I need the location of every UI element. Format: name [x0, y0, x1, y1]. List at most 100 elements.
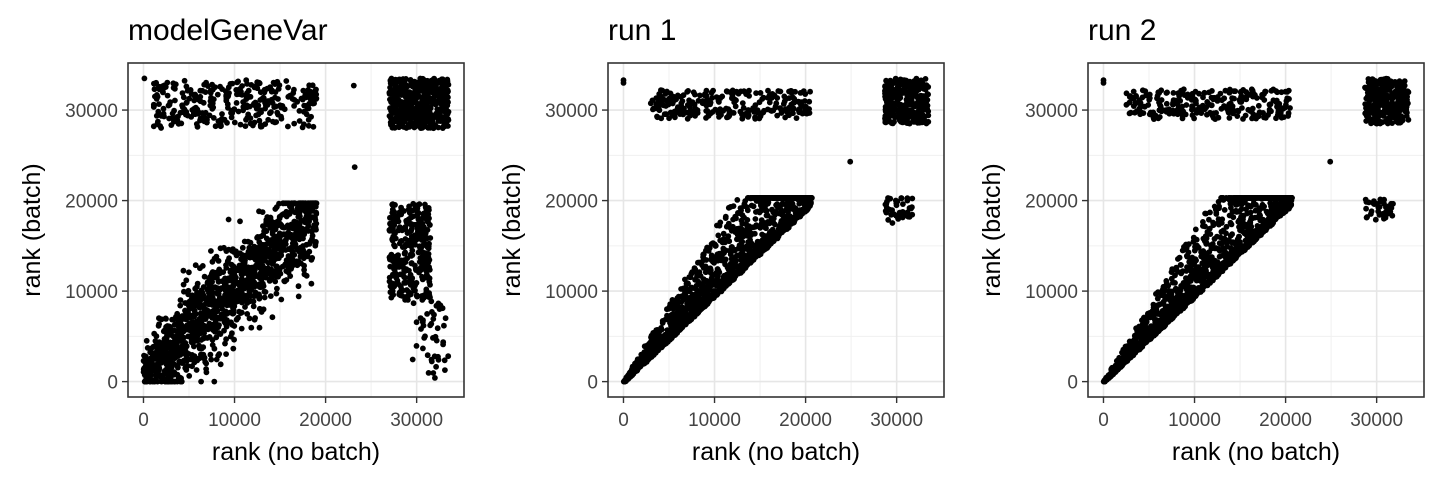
data-point [904, 120, 911, 126]
data-point [898, 103, 905, 109]
data-point [191, 353, 198, 360]
data-point [265, 116, 272, 123]
data-point [911, 103, 918, 110]
data-point [222, 280, 229, 287]
data-point [793, 115, 800, 121]
data-point [294, 208, 301, 215]
data-point [391, 242, 397, 248]
data-point [426, 222, 433, 228]
data-point [773, 100, 780, 107]
data-point [655, 104, 662, 111]
data-point [387, 283, 394, 290]
data-point [211, 378, 218, 385]
data-point [425, 370, 432, 376]
data-point [400, 115, 407, 121]
data-point [257, 123, 264, 130]
data-point [290, 90, 297, 96]
data-point [424, 244, 431, 251]
data-point [313, 220, 320, 227]
data-point [889, 109, 895, 116]
panel-border [127, 62, 465, 398]
data-point [847, 158, 854, 165]
data-point [156, 101, 162, 107]
data-point [265, 98, 272, 104]
data-point [802, 200, 809, 207]
data-point [291, 120, 298, 127]
data-point [164, 92, 171, 99]
x-tick-label: 0 [618, 410, 629, 431]
data-point [242, 123, 249, 129]
data-point [673, 317, 680, 324]
data-point [256, 80, 263, 87]
data-point [263, 271, 269, 277]
data-point [657, 335, 664, 342]
data-point [437, 86, 443, 92]
data-point [753, 90, 759, 96]
data-point [442, 123, 448, 130]
data-point [245, 94, 252, 101]
data-point [806, 195, 813, 201]
data-point [216, 330, 222, 336]
data-point [907, 78, 913, 85]
data-point [431, 92, 438, 99]
data-point [239, 244, 246, 251]
data-point [165, 340, 172, 346]
data-point [166, 101, 173, 108]
data-point [240, 285, 247, 291]
data-point [230, 283, 237, 290]
data-point [922, 76, 929, 82]
data-point [270, 243, 277, 250]
data-point [756, 209, 763, 216]
data-point [167, 323, 174, 330]
data-point [397, 238, 404, 245]
data-point [171, 118, 177, 125]
data-point [296, 118, 303, 124]
data-point [306, 210, 312, 216]
data-point [702, 284, 709, 291]
data-point [386, 278, 393, 285]
data-point [291, 251, 298, 258]
data-point [390, 123, 397, 130]
data-point [253, 245, 260, 251]
data-point [181, 106, 188, 113]
data-point [759, 236, 766, 243]
data-point [429, 309, 435, 315]
data-point [703, 247, 709, 254]
data-point [801, 98, 808, 104]
data-point [169, 361, 176, 367]
data-point [418, 243, 425, 250]
data-point [224, 258, 231, 265]
data-point [207, 89, 214, 96]
data-point [620, 80, 627, 86]
data-point [688, 284, 695, 291]
data-point [193, 94, 200, 100]
data-point [213, 253, 220, 260]
data-point [294, 262, 301, 269]
data-point [402, 259, 409, 265]
data-point [169, 316, 176, 323]
data-point [294, 229, 301, 236]
data-point [702, 269, 709, 276]
data-point [925, 112, 932, 119]
data-point [720, 230, 727, 237]
data-point [687, 112, 694, 119]
data-point [404, 96, 411, 103]
data-point [160, 105, 167, 112]
data-point [742, 112, 748, 118]
data-point [150, 101, 157, 108]
data-point [172, 97, 178, 104]
data-point [226, 90, 232, 96]
y-tick-label: 20000 [65, 192, 118, 213]
data-point [387, 105, 393, 112]
data-point [420, 116, 426, 123]
data-point [781, 98, 788, 105]
data-point [209, 337, 216, 343]
x-tick-label: 30000 [870, 410, 923, 431]
data-point [231, 119, 238, 126]
data-point [350, 82, 357, 89]
data-point [657, 344, 663, 351]
data-point [898, 195, 905, 201]
data-point [269, 87, 275, 94]
data-points [140, 75, 452, 385]
